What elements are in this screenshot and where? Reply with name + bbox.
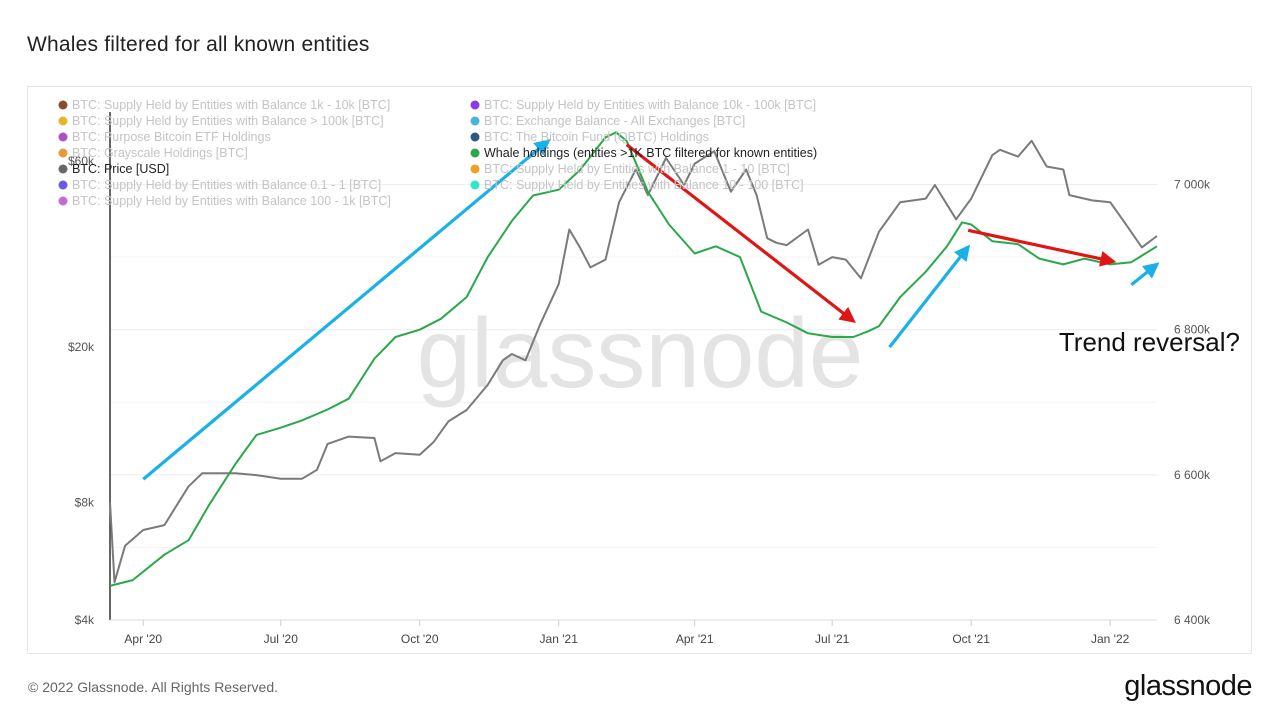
legend-item[interactable]: Whale holdings (entities >1K BTC filtere… — [470, 146, 818, 160]
legend-label: BTC: Supply Held by Entities with Balanc… — [72, 114, 384, 128]
x-tick-label: Jan '22 — [1091, 632, 1130, 646]
legend-item[interactable]: BTC: Exchange Balance - All Exchanges [B… — [470, 114, 746, 128]
legend-item[interactable]: BTC: Supply Held by Entities with Balanc… — [470, 98, 817, 112]
legend-label: BTC: Supply Held by Entities with Balanc… — [484, 98, 816, 112]
series — [109, 131, 1158, 587]
chart-frame — [27, 86, 1252, 654]
x-tick-label: Apr '21 — [676, 632, 714, 646]
glassnode-logo[interactable]: glassnode — [1124, 670, 1252, 702]
x-tick-label: Jul '21 — [815, 632, 850, 646]
y-left-tick-label: $60k — [68, 154, 95, 168]
legend-swatch — [58, 116, 68, 126]
legend-label: BTC: Supply Held by Entities with Balanc… — [72, 178, 381, 192]
x-tick-label: Jul '20 — [264, 632, 299, 646]
legend-swatch — [470, 132, 480, 142]
legend-label: BTC: Purpose Bitcoin ETF Holdings — [72, 130, 271, 144]
legend-swatch — [470, 116, 480, 126]
annotation-arrows — [142, 138, 1160, 481]
blue-trend-arrow — [888, 244, 971, 349]
legend-swatch — [470, 164, 480, 174]
red-trend-arrow — [625, 143, 856, 323]
legend-swatch — [470, 100, 480, 110]
footer-copyright: © 2022 Glassnode. All Rights Reserved. — [28, 679, 279, 695]
legend-item[interactable]: BTC: The Bitcoin Fund (QBTC) Holdings — [470, 130, 709, 144]
page-title: Whales filtered for all known entities — [27, 33, 370, 56]
legend-item[interactable]: BTC: Supply Held by Entities with Balanc… — [58, 114, 384, 128]
legend-swatch — [58, 164, 68, 174]
red-trend-arrow — [967, 228, 1117, 267]
legend-swatch — [470, 148, 480, 158]
legend-swatch — [470, 180, 480, 190]
annotation-text: Trend reversal? — [1059, 327, 1240, 357]
blue-trend-arrow — [142, 138, 551, 481]
legend-item[interactable]: BTC: Supply Held by Entities with Balanc… — [58, 98, 391, 112]
legend-label: BTC: Supply Held by Entities with Balanc… — [72, 98, 390, 112]
x-tick-label: Oct '20 — [401, 632, 439, 646]
legend-item[interactable]: BTC: Supply Held by Entities with Balanc… — [58, 194, 391, 208]
y-right-tick-label: 7 000k — [1174, 178, 1211, 192]
legend-swatch — [58, 196, 68, 206]
y-right-tick-label: 6 400k — [1174, 613, 1211, 627]
y-left-tick-label: $4k — [75, 613, 95, 627]
btc-price-line — [109, 139, 1158, 584]
legend-item[interactable]: BTC: Supply Held by Entities with Balanc… — [470, 162, 790, 176]
axes: 6 400k 6 600k 6 800k 7 000k $4k $8k $20k $60k Ap… — [68, 112, 1211, 646]
y-right-tick-label: 6 600k — [1174, 468, 1211, 482]
legend-item[interactable]: BTC: Supply Held by Entities with Balanc… — [58, 178, 382, 192]
legend-label: Whale holdings (entities >1K BTC filtere… — [484, 146, 817, 160]
legend-label: BTC: Supply Held by Entities with Balanc… — [484, 178, 804, 192]
y-right-tick-label: 6 800k — [1174, 323, 1211, 337]
legend-item[interactable]: BTC: Price [USD] — [58, 162, 170, 176]
legend-label: BTC: Grayscale Holdings [BTC] — [72, 146, 248, 160]
legend-item[interactable]: BTC: Grayscale Holdings [BTC] — [58, 146, 248, 160]
legend-swatch — [58, 180, 68, 190]
legend-label: BTC: Exchange Balance - All Exchanges [B… — [484, 114, 745, 128]
legend-swatch — [58, 148, 68, 158]
legend-swatch — [58, 100, 68, 110]
y-left-tick-label: $8k — [75, 495, 95, 509]
legend-label: BTC: Supply Held by Entities with Balanc… — [72, 194, 391, 208]
legend-label: BTC: The Bitcoin Fund (QBTC) Holdings — [484, 130, 709, 144]
watermark: glassnode — [417, 298, 864, 408]
whale-holdings-line — [109, 131, 1158, 587]
y-left-tick-label: $20k — [68, 340, 95, 354]
x-tick-label: Apr '20 — [124, 632, 162, 646]
x-tick-label: Oct '21 — [952, 632, 990, 646]
legend-label: BTC: Supply Held by Entities with Balanc… — [484, 162, 790, 176]
legend-label: BTC: Price [USD] — [72, 162, 169, 176]
legend-item[interactable]: BTC: Purpose Bitcoin ETF Holdings — [58, 130, 271, 144]
blue-trend-arrow — [1130, 262, 1160, 286]
legend-swatch — [58, 132, 68, 142]
legend-item[interactable]: BTC: Supply Held by Entities with Balanc… — [470, 178, 804, 192]
legend[interactable]: BTC: Supply Held by Entities with Balanc… — [58, 98, 818, 208]
x-tick-label: Jan '21 — [540, 632, 579, 646]
